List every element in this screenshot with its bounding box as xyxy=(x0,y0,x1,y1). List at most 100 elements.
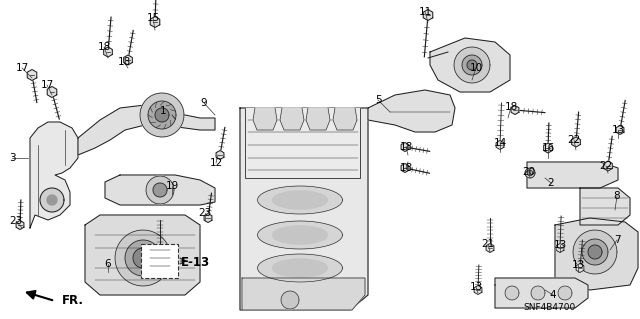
Polygon shape xyxy=(204,213,212,222)
Text: 17: 17 xyxy=(40,80,54,90)
Text: 23: 23 xyxy=(10,216,22,226)
Polygon shape xyxy=(124,55,132,65)
Polygon shape xyxy=(423,10,433,20)
Text: 18: 18 xyxy=(504,102,518,112)
Polygon shape xyxy=(486,243,494,253)
Polygon shape xyxy=(556,243,564,253)
Text: 4: 4 xyxy=(550,290,556,300)
Text: 16: 16 xyxy=(541,143,555,153)
Text: E-13: E-13 xyxy=(180,256,209,269)
Circle shape xyxy=(527,170,532,176)
Circle shape xyxy=(148,101,176,129)
Text: 7: 7 xyxy=(614,235,620,245)
Circle shape xyxy=(140,93,184,137)
Polygon shape xyxy=(496,140,504,150)
Text: 11: 11 xyxy=(419,7,431,17)
Polygon shape xyxy=(401,164,409,173)
Text: 18: 18 xyxy=(399,163,413,173)
Polygon shape xyxy=(78,105,215,155)
Ellipse shape xyxy=(273,259,328,277)
Polygon shape xyxy=(30,122,78,228)
Polygon shape xyxy=(543,143,552,153)
Circle shape xyxy=(588,245,602,259)
Ellipse shape xyxy=(273,226,328,244)
Text: 19: 19 xyxy=(165,181,179,191)
Polygon shape xyxy=(105,175,215,205)
Text: 18: 18 xyxy=(399,142,413,152)
Text: 18: 18 xyxy=(117,57,131,67)
Bar xyxy=(141,244,178,278)
Circle shape xyxy=(146,176,174,204)
Text: 22: 22 xyxy=(568,135,580,145)
Polygon shape xyxy=(216,151,224,160)
Text: 6: 6 xyxy=(105,259,111,269)
Text: 9: 9 xyxy=(201,98,207,108)
Polygon shape xyxy=(253,108,277,130)
Text: 8: 8 xyxy=(614,191,620,201)
Circle shape xyxy=(582,239,608,265)
Polygon shape xyxy=(104,47,113,57)
Polygon shape xyxy=(368,90,455,132)
Circle shape xyxy=(454,47,490,83)
Polygon shape xyxy=(616,125,624,135)
Ellipse shape xyxy=(273,191,328,209)
Text: 5: 5 xyxy=(374,95,381,105)
Polygon shape xyxy=(245,108,360,178)
Text: 10: 10 xyxy=(469,63,483,73)
Text: 14: 14 xyxy=(493,138,507,148)
Polygon shape xyxy=(401,143,409,152)
Polygon shape xyxy=(572,137,580,147)
Text: 17: 17 xyxy=(15,63,29,73)
Polygon shape xyxy=(85,215,200,295)
Polygon shape xyxy=(430,38,510,92)
Ellipse shape xyxy=(257,254,342,282)
Polygon shape xyxy=(495,278,588,308)
Polygon shape xyxy=(604,161,612,171)
Polygon shape xyxy=(28,70,36,80)
Circle shape xyxy=(573,230,617,274)
Circle shape xyxy=(40,188,64,212)
Text: 13: 13 xyxy=(469,282,483,292)
Polygon shape xyxy=(47,86,57,98)
Text: 2: 2 xyxy=(548,178,554,188)
Text: 13: 13 xyxy=(611,125,625,135)
Text: 12: 12 xyxy=(209,158,223,168)
Text: 18: 18 xyxy=(97,42,111,52)
Polygon shape xyxy=(555,218,638,290)
Ellipse shape xyxy=(257,221,342,249)
Circle shape xyxy=(47,195,57,205)
Circle shape xyxy=(531,286,545,300)
Text: FR.: FR. xyxy=(62,293,84,307)
Polygon shape xyxy=(580,188,630,225)
Text: 21: 21 xyxy=(481,239,495,249)
Text: 23: 23 xyxy=(198,208,212,218)
Polygon shape xyxy=(306,108,330,130)
Circle shape xyxy=(467,60,477,70)
Text: SNF4B4700: SNF4B4700 xyxy=(523,303,575,313)
Polygon shape xyxy=(240,108,368,310)
Text: 13: 13 xyxy=(572,260,584,270)
Ellipse shape xyxy=(257,186,342,214)
Circle shape xyxy=(153,183,167,197)
Circle shape xyxy=(281,291,299,309)
Polygon shape xyxy=(16,220,24,229)
Text: 3: 3 xyxy=(9,153,15,163)
Text: 22: 22 xyxy=(600,161,612,171)
Text: 13: 13 xyxy=(554,240,566,250)
Polygon shape xyxy=(576,263,584,272)
Text: 15: 15 xyxy=(147,13,159,23)
Polygon shape xyxy=(150,17,160,27)
Circle shape xyxy=(558,286,572,300)
Circle shape xyxy=(115,230,171,286)
Circle shape xyxy=(155,108,169,122)
Circle shape xyxy=(462,55,482,75)
Text: 1: 1 xyxy=(160,106,166,116)
Circle shape xyxy=(505,286,519,300)
Polygon shape xyxy=(527,162,618,188)
Polygon shape xyxy=(474,286,482,294)
Circle shape xyxy=(133,248,153,268)
Circle shape xyxy=(525,168,535,178)
Circle shape xyxy=(125,240,161,276)
Polygon shape xyxy=(511,106,519,115)
Polygon shape xyxy=(242,278,365,310)
